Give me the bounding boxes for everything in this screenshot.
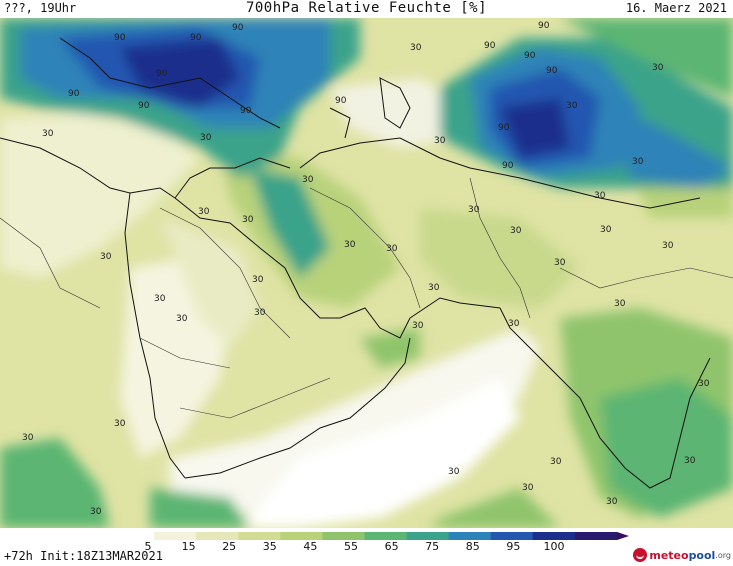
brand-part-3: .org	[715, 550, 731, 560]
contour-label: 30	[176, 314, 188, 324]
contour-label: 30	[522, 483, 534, 493]
colorbar-swatch	[280, 532, 323, 540]
contour-label: 30	[22, 433, 34, 443]
init-time: +72h Init:18Z13MAR2021	[4, 549, 163, 563]
contour-label: 30	[114, 419, 126, 429]
contour-label: 30	[632, 157, 644, 167]
contour-label: 90	[156, 69, 168, 79]
colorbar-swatch	[154, 532, 197, 540]
colorbar-swatch	[490, 532, 534, 540]
colorbar-swatch	[238, 532, 281, 540]
map-title: 700hPa Relative Feuchte [%]	[245, 0, 488, 16]
location-time: ???, 19Uhr	[4, 1, 77, 15]
contour-label: 90	[335, 96, 347, 106]
contour-label: 30	[662, 241, 674, 251]
contour-label: 30	[90, 507, 102, 517]
contour-label: 90	[190, 33, 202, 43]
contour-label: 30	[566, 101, 578, 111]
colorbar-swatch	[112, 532, 155, 540]
colorbar-tick-label: 75	[425, 540, 440, 553]
colorbar-arrow	[617, 532, 629, 540]
colorbar-tick-label: 25	[222, 540, 237, 553]
contour-label: 30	[510, 226, 522, 236]
colorbar	[112, 532, 629, 540]
contour-label: 30	[428, 283, 440, 293]
contour-label: 90	[240, 106, 252, 116]
contour-label: 30	[434, 136, 446, 146]
contour-label: 30	[154, 294, 166, 304]
colorbar-tick-label: 85	[465, 540, 480, 553]
colorbar-tick-label: 45	[303, 540, 318, 553]
contour-label: 30	[344, 240, 356, 250]
contour-label: 30	[42, 129, 54, 139]
contour-label: 90	[546, 66, 558, 76]
colorbar-tick-label: 5	[144, 540, 152, 553]
colorbar-swatch	[322, 532, 365, 540]
contour-label: 30	[614, 299, 626, 309]
contour-label: 30	[100, 252, 112, 262]
contour-label: 30	[550, 457, 562, 467]
contour-label: 30	[200, 133, 212, 143]
contour-label: 30	[508, 319, 520, 329]
contour-label: 30	[600, 225, 612, 235]
contour-label: 90	[232, 23, 244, 33]
contour-label: 30	[302, 175, 314, 185]
colorbar-tick-label: 55	[344, 540, 358, 553]
contour-label: 30	[386, 244, 398, 254]
contour-label: 30	[698, 379, 710, 389]
colorbar-tick-label: 95	[506, 540, 521, 553]
contour-label: 30	[412, 321, 424, 331]
colorbar-swatch	[406, 532, 450, 540]
brand-part-2: pool	[688, 548, 716, 562]
contour-label: 30	[242, 215, 254, 225]
country-borders	[0, 177, 733, 419]
contour-label: 30	[554, 258, 566, 268]
contour-labels: 90 90 90 90 90 90 90 90 90 90 90 90 90 9…	[22, 21, 710, 517]
colorbar-tick-label: 15	[181, 540, 196, 553]
colorbar-tick-label: 65	[384, 540, 399, 553]
map-header: ???, 19Uhr 700hPa Relative Feuchte [%] 1…	[0, 0, 733, 18]
contour-label: 30	[448, 467, 460, 477]
colorbar-swatch	[448, 532, 492, 540]
colorbar-swatch	[532, 532, 576, 540]
logo-icon	[633, 548, 648, 562]
contour-label: 30	[606, 497, 618, 507]
contour-label: 90	[138, 101, 150, 111]
contour-label: 90	[502, 161, 514, 171]
coastlines	[0, 37, 711, 489]
contour-label: 90	[538, 21, 550, 31]
map-canvas: 90 90 90 90 90 90 90 90 90 90 90 90 90 9…	[0, 18, 733, 528]
contour-label: 90	[498, 123, 510, 133]
contour-label: 90	[68, 89, 80, 99]
colorbar-swatch	[196, 532, 239, 540]
colorbar-tick-label: 100	[543, 540, 565, 553]
contour-label: 30	[652, 63, 664, 73]
contour-label: 30	[684, 456, 696, 466]
contour-label: 90	[114, 33, 126, 43]
contour-label: 90	[524, 51, 536, 61]
contour-label: 30	[198, 207, 210, 217]
contour-label: 30	[410, 43, 422, 53]
contour-label: 30	[594, 191, 606, 201]
map-footer: 5 15 25 35 45 55 65 75 85 95 100 +72h Init:18Z13MA…	[0, 528, 733, 566]
contour-label: 30	[468, 205, 480, 215]
brand-part-1: meteo	[649, 548, 689, 562]
forecast-date: 16. Maerz 2021	[625, 1, 727, 15]
colorbar-swatch	[574, 532, 618, 540]
contour-label: 30	[254, 308, 266, 318]
contour-label: 30	[252, 275, 264, 285]
humidity-map: 90 90 90 90 90 90 90 90 90 90 90 90 90 9…	[0, 18, 733, 528]
colorbar-tick-label: 35	[262, 540, 277, 553]
meteopool-logo: meteo pool .org	[633, 546, 731, 564]
colorbar-swatch	[364, 532, 408, 540]
contour-label: 90	[484, 41, 496, 51]
